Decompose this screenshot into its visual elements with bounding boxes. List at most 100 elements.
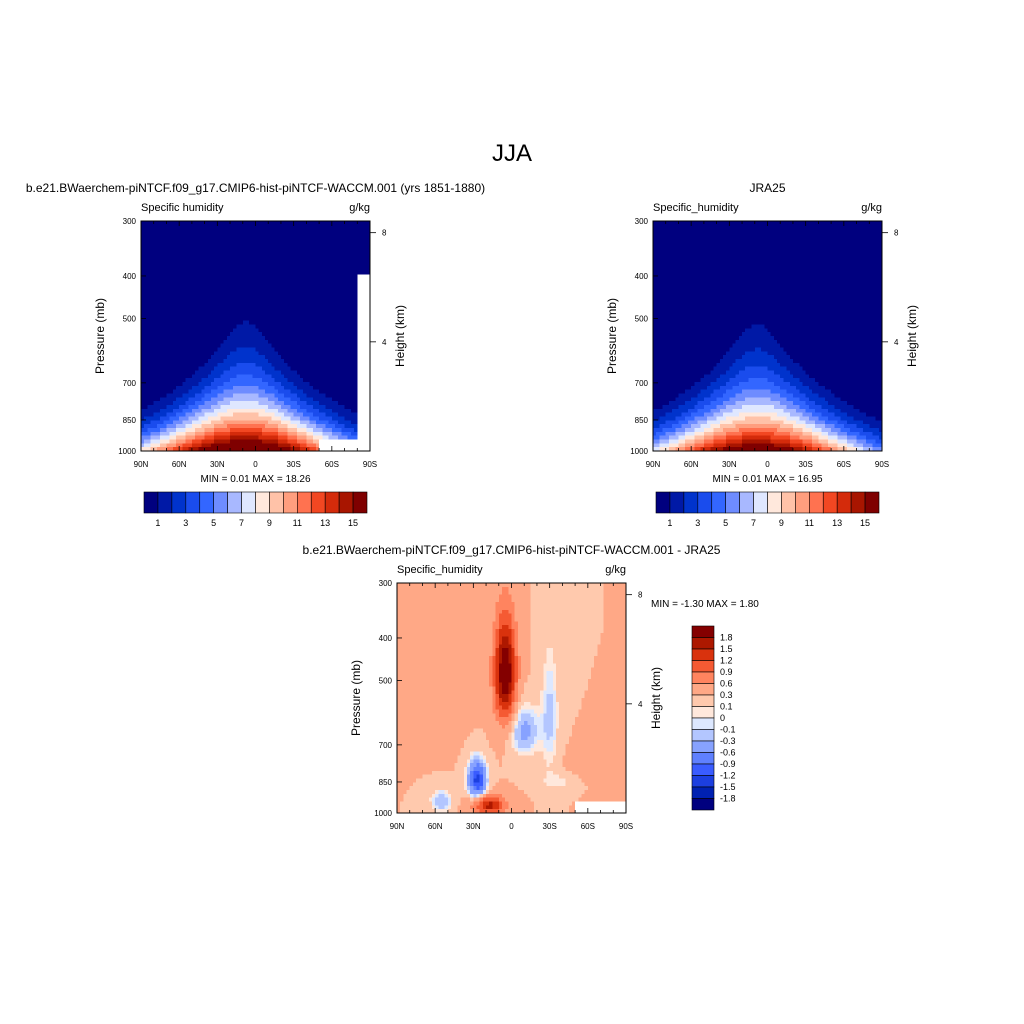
field-cell bbox=[255, 221, 260, 226]
colorbar-label: 1 bbox=[155, 518, 160, 528]
field-cell bbox=[214, 282, 218, 287]
field-cell bbox=[242, 255, 247, 260]
field-cell bbox=[150, 267, 155, 272]
field-cell bbox=[331, 316, 336, 322]
field-cell bbox=[315, 236, 320, 241]
field-cell bbox=[214, 228, 218, 234]
field-cell bbox=[325, 286, 330, 291]
field-cell bbox=[341, 224, 346, 230]
field-cell bbox=[153, 236, 158, 241]
field-cell bbox=[354, 305, 358, 310]
field-cell bbox=[233, 255, 238, 260]
field-cell bbox=[315, 282, 320, 287]
field-cell bbox=[160, 247, 164, 253]
field-cell bbox=[223, 263, 228, 268]
field-cell bbox=[182, 263, 187, 268]
field-cell bbox=[201, 228, 206, 234]
field-cell bbox=[277, 290, 282, 295]
field-cell bbox=[166, 263, 171, 268]
field-cell bbox=[242, 259, 247, 264]
field-cell bbox=[274, 274, 279, 280]
units-label: g/kg bbox=[349, 202, 370, 214]
field-cell bbox=[363, 247, 368, 253]
field-cell bbox=[296, 316, 301, 322]
field-cell bbox=[363, 313, 368, 318]
field-cell bbox=[338, 240, 342, 245]
field-cell bbox=[204, 316, 209, 322]
field-cell bbox=[242, 313, 247, 318]
field-cell bbox=[341, 228, 346, 234]
field-cell bbox=[249, 224, 253, 230]
field-cell bbox=[169, 267, 174, 272]
field-cell bbox=[141, 232, 145, 237]
field-cell bbox=[335, 247, 339, 253]
field-cell bbox=[350, 255, 355, 260]
field-cell bbox=[315, 263, 320, 268]
field-cell bbox=[296, 236, 301, 241]
field-cell bbox=[198, 278, 203, 283]
field-cell bbox=[335, 309, 339, 314]
field-cell bbox=[236, 278, 241, 283]
field-cell bbox=[300, 240, 304, 245]
field-cell bbox=[185, 221, 190, 226]
field-cell bbox=[198, 274, 203, 280]
field-cell bbox=[322, 267, 327, 272]
field-cell bbox=[201, 263, 206, 268]
field-cell bbox=[175, 251, 180, 257]
field-cell bbox=[271, 221, 276, 226]
field-cell bbox=[322, 290, 327, 295]
field-cell bbox=[214, 236, 218, 241]
field-cell bbox=[179, 313, 183, 318]
field-cell bbox=[188, 297, 193, 303]
field-cell bbox=[363, 270, 368, 276]
field-cell bbox=[277, 309, 282, 314]
field-cell bbox=[325, 309, 330, 314]
field-cell bbox=[287, 274, 292, 280]
field-cell bbox=[163, 278, 168, 283]
field-cell bbox=[360, 301, 365, 306]
field-cell bbox=[201, 301, 206, 306]
field-cell bbox=[204, 305, 209, 310]
field-cell bbox=[363, 267, 368, 272]
field-cell bbox=[331, 240, 336, 245]
field-cell bbox=[284, 293, 288, 299]
field-cell bbox=[217, 267, 222, 272]
field-cell bbox=[141, 247, 145, 253]
field-cell bbox=[293, 270, 298, 276]
field-cell bbox=[175, 259, 180, 264]
field-cell bbox=[179, 263, 183, 268]
field-cell bbox=[198, 247, 203, 253]
field-cell bbox=[258, 274, 263, 280]
field-cell bbox=[350, 263, 355, 268]
field-cell bbox=[245, 267, 250, 272]
field-cell bbox=[252, 251, 257, 257]
field-cell bbox=[360, 263, 365, 268]
field-cell bbox=[309, 309, 314, 314]
field-cell bbox=[325, 240, 330, 245]
field-cell bbox=[335, 232, 339, 237]
field-cell bbox=[144, 274, 148, 280]
field-cell bbox=[338, 267, 342, 272]
field-cell bbox=[195, 309, 199, 314]
field-cell bbox=[322, 247, 327, 253]
field-cell bbox=[341, 240, 346, 245]
field-cell bbox=[363, 240, 368, 245]
field-cell bbox=[322, 244, 327, 249]
field-cell bbox=[201, 255, 206, 260]
field-cell bbox=[242, 224, 247, 230]
field-cell bbox=[347, 263, 352, 268]
field-cell bbox=[258, 293, 263, 299]
field-cell bbox=[309, 255, 314, 260]
y-tick-label: 300 bbox=[123, 217, 137, 226]
field-cell bbox=[258, 267, 263, 272]
field-cell bbox=[309, 263, 314, 268]
field-cell bbox=[223, 305, 228, 310]
field-cell bbox=[338, 270, 342, 276]
field-cell bbox=[280, 224, 285, 230]
field-cell bbox=[331, 293, 336, 299]
field-cell bbox=[175, 244, 180, 249]
field-cell bbox=[268, 255, 272, 260]
field-cell bbox=[182, 240, 187, 245]
field-cell bbox=[277, 282, 282, 287]
field-cell bbox=[214, 270, 218, 276]
